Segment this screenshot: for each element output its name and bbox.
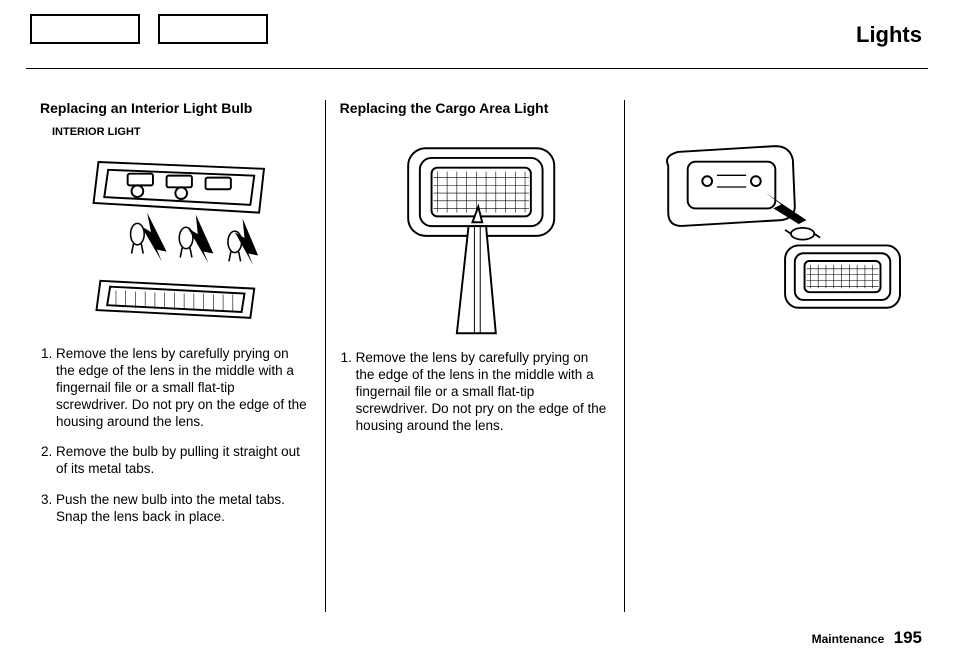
step-item: Remove the lens by carefully prying on t…	[356, 350, 613, 434]
page-footer: Maintenance 195	[812, 628, 922, 648]
content-columns: Replacing an Interior Light Bulb INTERIO…	[40, 100, 924, 612]
step-list: Remove the lens by carefully prying on t…	[340, 350, 613, 434]
step-item: Remove the lens by carefully prying on t…	[56, 346, 313, 430]
cargo-light-pry-illustration	[340, 126, 613, 336]
page-number: 195	[894, 628, 922, 647]
column-2: Replacing the Cargo Area Light	[325, 100, 625, 612]
column-heading: Replacing an Interior Light Bulb	[40, 100, 313, 116]
header-box[interactable]	[30, 14, 140, 44]
header-box[interactable]	[158, 14, 268, 44]
header-icon-boxes	[30, 14, 268, 44]
step-item: Push the new bulb into the metal tabs. S…	[56, 492, 313, 526]
page-title: Lights	[856, 22, 922, 48]
cargo-light-bulb-illustration	[639, 124, 912, 324]
section-label: Maintenance	[812, 632, 885, 646]
step-list: Remove the lens by carefully prying on t…	[40, 346, 313, 526]
title-rule	[26, 68, 928, 69]
column-1: Replacing an Interior Light Bulb INTERIO…	[40, 100, 325, 612]
column-heading: Replacing the Cargo Area Light	[340, 100, 613, 116]
interior-light-illustration	[40, 142, 313, 332]
column-3	[624, 100, 924, 612]
spacer	[639, 100, 912, 124]
figure-caption: INTERIOR LIGHT	[52, 126, 313, 138]
step-item: Remove the bulb by pulling it straight o…	[56, 444, 313, 478]
